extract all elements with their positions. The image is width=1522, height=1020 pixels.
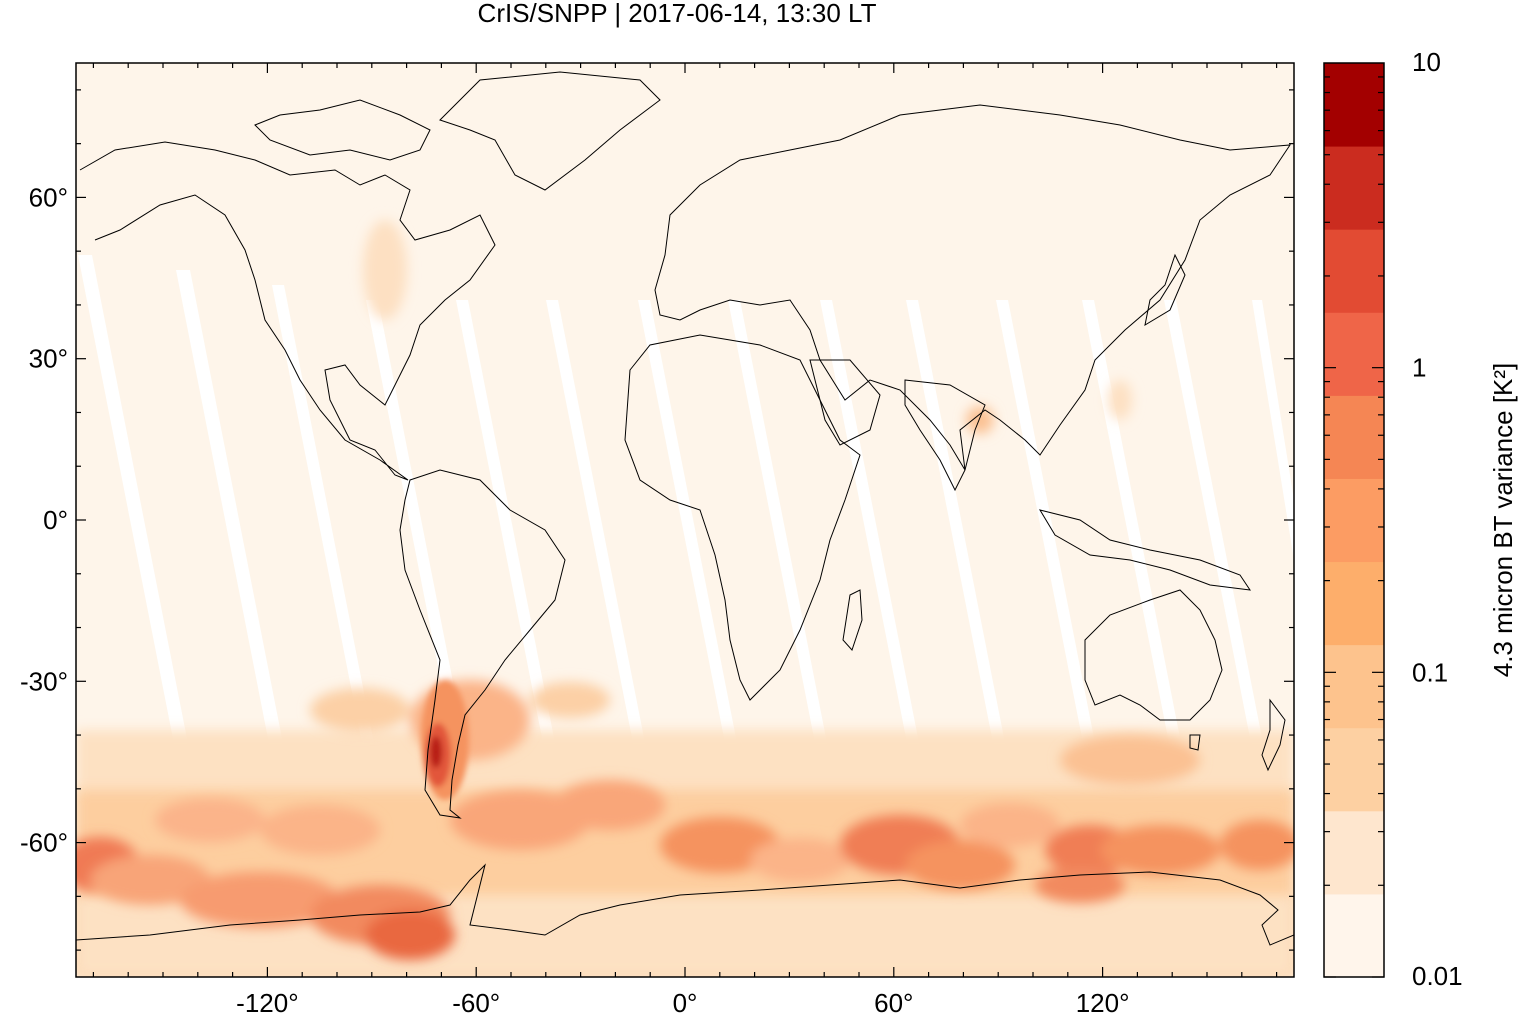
colorbar-band	[1324, 146, 1384, 230]
coastline-eurasia	[654, 104, 1291, 471]
variance-patch	[960, 803, 1060, 847]
colorbar-tick-label: 10	[1412, 47, 1441, 77]
swath-gap	[728, 300, 848, 850]
map-plot-area	[76, 63, 1294, 977]
coastlines	[76, 71, 1294, 946]
coastline-se-asia	[1038, 509, 1252, 591]
coastline-greenland	[439, 71, 661, 191]
variance-patch	[555, 780, 665, 830]
y-tick-label: 0°	[43, 505, 68, 535]
variance-patch	[310, 688, 410, 732]
variance-patch	[1035, 867, 1125, 903]
y-tick-label: 30°	[29, 344, 68, 374]
colorbar-band	[1324, 478, 1384, 563]
swath-gap	[1164, 300, 1284, 850]
swath-gaps	[78, 255, 1294, 850]
colorbar-band	[1324, 63, 1384, 147]
chart-title: CrIS/SNPP | 2017-06-14, 13:30 LT	[478, 0, 877, 28]
coastline-australia	[1084, 589, 1223, 721]
coastline-arabia	[809, 359, 881, 446]
variance-patch	[905, 840, 1015, 890]
variance-patch	[1108, 380, 1132, 420]
x-tick-label: 60°	[874, 988, 913, 1018]
variance-patch	[966, 406, 994, 434]
colorbar-tick-label: 0.1	[1412, 657, 1448, 687]
colorbar-band	[1324, 229, 1384, 313]
colorbar-band	[1324, 395, 1384, 479]
x-tick-label: 120°	[1076, 988, 1130, 1018]
coastline-arctic-islands	[254, 99, 431, 161]
x-tick-label: 0°	[673, 988, 698, 1018]
variance-patch	[363, 220, 407, 320]
variance-patch	[530, 682, 610, 718]
swath-gap	[638, 300, 758, 850]
variance-patch	[660, 817, 780, 873]
variance-patch	[155, 798, 265, 842]
variance-patch	[750, 838, 850, 882]
y-tick-label: -30°	[20, 666, 68, 696]
colorbar-label: 4.3 micron BT variance [K²]	[1488, 363, 1518, 678]
colorbar-band	[1324, 312, 1384, 396]
swath-gap	[78, 255, 200, 805]
coastline-antarctica	[76, 863, 1294, 946]
variance-patch	[260, 805, 380, 855]
swath-gap	[906, 300, 1026, 850]
variance-field	[76, 220, 1294, 977]
variance-patch	[1100, 825, 1220, 875]
colorbar: 10 1 0.1 0.01 4.3 micron BT variance [K²]	[1323, 47, 1518, 991]
colorbar-band	[1324, 810, 1384, 895]
coastline-madagascar	[842, 589, 863, 651]
swath-gap	[1082, 300, 1202, 850]
x-tick-label: -120°	[236, 988, 298, 1018]
colorbar-band	[1324, 644, 1384, 729]
coastline-africa	[624, 334, 861, 701]
variance-patch	[1060, 735, 1200, 785]
y-tick-label: 60°	[29, 182, 68, 212]
colorbar-band	[1324, 893, 1384, 978]
colorbar-band	[1324, 561, 1384, 646]
map-frame: -120° -60° 0° 60° 120° 60° 30° 0° -30° -60°	[20, 62, 1295, 1018]
variance-patch	[90, 855, 210, 905]
variance-patch	[365, 910, 455, 960]
colorbar-tick-label: 0.01	[1412, 961, 1463, 991]
swath-gap	[176, 270, 298, 820]
y-tick-label: -60°	[20, 828, 68, 858]
colorbar-band	[1324, 727, 1384, 812]
coastline-tasmania	[1189, 734, 1201, 751]
coastline-japan	[1144, 253, 1186, 327]
coastline-india	[904, 379, 986, 492]
variance-patch	[180, 872, 340, 928]
variance-patch	[1220, 820, 1294, 870]
coastline-south-america	[399, 469, 566, 819]
swath-gap	[820, 300, 940, 850]
swath-gap	[546, 300, 666, 850]
coastline-new-zealand	[1261, 698, 1286, 772]
coastline-north-america	[79, 141, 496, 481]
swath-gap	[996, 300, 1116, 850]
patagonia-patch-core	[430, 736, 442, 768]
swath-gap	[1252, 300, 1294, 560]
colorbar-tick-label: 1	[1412, 353, 1426, 383]
x-tick-label: -60°	[452, 988, 500, 1018]
